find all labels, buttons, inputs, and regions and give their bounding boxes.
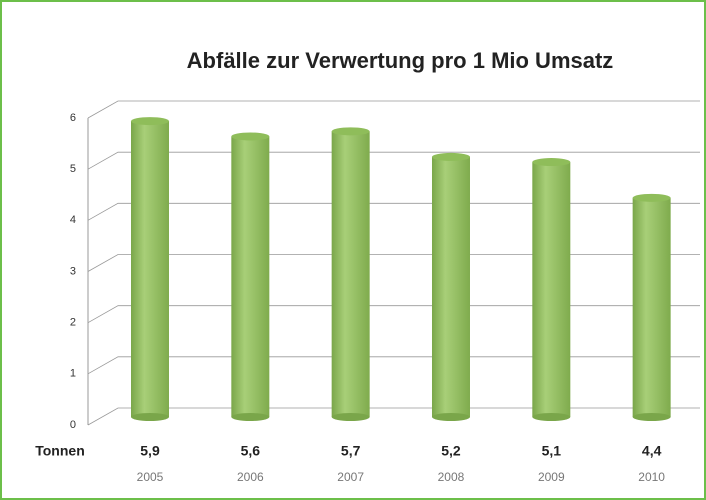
bar [231, 136, 270, 417]
row-label: Tonnen [35, 443, 85, 459]
y-tick-label: 4 [70, 214, 76, 226]
y-tick-label: 5 [70, 163, 76, 175]
bar [331, 131, 370, 417]
bar [431, 156, 470, 417]
bar [131, 121, 169, 417]
y-tick-label: 1 [70, 368, 76, 380]
bar-base [331, 413, 370, 421]
bar-base [532, 413, 571, 421]
grid-line [87, 151, 700, 170]
grid-line [87, 407, 700, 426]
bar-top [431, 152, 470, 161]
x-tick-label: 2008 [438, 470, 465, 484]
value-label: 5,6 [241, 443, 261, 459]
grid-line [87, 202, 700, 221]
value-label: 5,2 [441, 443, 461, 459]
bar-top [632, 193, 671, 202]
y-tick-label: 0 [70, 419, 76, 431]
value-label: 5,9 [140, 443, 160, 459]
chart-title: Abfälle zur Verwertung pro 1 Mio Umsatz [187, 48, 614, 73]
bar-base [431, 413, 470, 421]
grid-line [87, 305, 700, 324]
bar-top [532, 158, 571, 167]
grid-line [87, 254, 700, 272]
value-label: 5,1 [542, 443, 562, 459]
bar [532, 162, 571, 417]
y-tick-label: 3 [70, 265, 76, 277]
y-tick-label: 6 [70, 112, 76, 124]
x-tick-label: 2005 [137, 470, 164, 484]
bar-top [231, 132, 270, 141]
bar-base [131, 413, 169, 421]
value-label: 4,4 [642, 443, 662, 459]
bar [632, 197, 671, 417]
bar-top [331, 127, 370, 136]
value-label: 5,7 [341, 443, 361, 459]
x-tick-label: 2007 [337, 470, 364, 484]
bar-top [131, 117, 169, 126]
x-tick-label: 2010 [638, 470, 665, 484]
x-tick-label: 2009 [538, 470, 565, 484]
y-tick-label: 2 [70, 317, 76, 329]
x-tick-label: 2006 [237, 470, 264, 484]
bar-base [632, 413, 671, 421]
grid-line [87, 100, 700, 119]
grid-line [87, 356, 700, 375]
bar-base [231, 413, 270, 421]
